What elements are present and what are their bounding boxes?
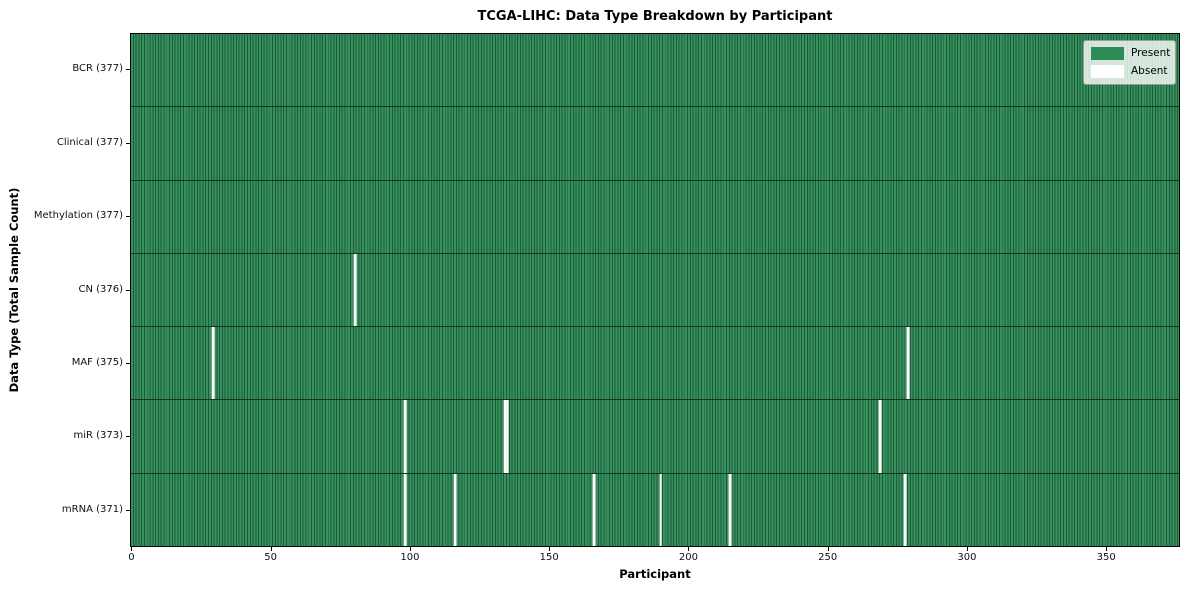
- y-tick-mark: [126, 362, 130, 364]
- y-tick-label: miR (373): [73, 430, 123, 442]
- absent-cell: [211, 327, 215, 400]
- absent-cell: [659, 473, 662, 546]
- heatmap-row-mRNA: [131, 473, 1179, 546]
- x-tick-label: 200: [678, 552, 698, 563]
- y-tick-mark: [126, 509, 130, 511]
- y-tick-label: MAF (375): [71, 356, 123, 368]
- x-tick-label: 0: [128, 552, 135, 563]
- x-tick-mark: [688, 547, 690, 551]
- absent-swatch: [1091, 65, 1124, 78]
- x-tick-label: 50: [264, 552, 277, 563]
- heatmap-row-miR: [131, 400, 1179, 474]
- x-axis-label: Participant: [619, 567, 691, 581]
- absent-cell: [353, 253, 357, 327]
- y-tick-mark: [126, 216, 130, 218]
- legend-item-absent: Absent: [1091, 65, 1168, 78]
- heatmap-row-Clinical: [131, 107, 1179, 181]
- y-tick-label: mRNA (371): [61, 503, 123, 515]
- x-tick-label: 350: [1096, 552, 1116, 563]
- present-swatch: [1091, 47, 1124, 60]
- absent-cell: [592, 473, 596, 546]
- y-tick-label: CN (376): [78, 283, 123, 295]
- absent-cell: [506, 400, 510, 473]
- x-tick-label: 250: [818, 552, 838, 563]
- y-tick-label: Methylation (377): [33, 210, 123, 222]
- legend-label-absent: Absent: [1131, 65, 1168, 77]
- absent-cell: [906, 327, 910, 400]
- y-tick-mark: [126, 289, 130, 291]
- y-tick-mark: [126, 142, 130, 144]
- x-tick-mark: [549, 547, 551, 551]
- y-tick-label: Clinical (377): [56, 136, 123, 148]
- x-tick-label: 300: [957, 552, 977, 563]
- x-tick-mark: [270, 547, 272, 551]
- heatmap-plot: [130, 33, 1180, 547]
- x-tick-mark: [966, 547, 968, 551]
- y-tick-label: BCR (377): [72, 63, 123, 75]
- absent-cell: [453, 473, 457, 546]
- heatmap-row-CN: [131, 253, 1179, 328]
- absent-cell: [878, 400, 882, 473]
- x-tick-mark: [1106, 547, 1108, 551]
- chart-title: TCGA-LIHC: Data Type Breakdown by Partic…: [477, 9, 833, 24]
- heatmap-row-Methylation: [131, 181, 1179, 254]
- x-tick-mark: [131, 547, 133, 551]
- absent-cell: [503, 400, 507, 473]
- absent-cell: [903, 473, 907, 546]
- absent-cell: [403, 473, 407, 546]
- absent-cell: [728, 473, 732, 546]
- legend-item-present: Present: [1091, 47, 1171, 60]
- y-tick-mark: [126, 436, 130, 438]
- x-tick-label: 150: [539, 552, 559, 563]
- absent-cell: [403, 400, 407, 473]
- legend-label-present: Present: [1131, 47, 1171, 59]
- x-tick-mark: [827, 547, 829, 551]
- x-tick-label: 100: [400, 552, 420, 563]
- y-tick-mark: [126, 69, 130, 71]
- legend: Present Absent: [1083, 40, 1176, 85]
- x-tick-mark: [409, 547, 411, 551]
- heatmap-row-MAF: [131, 327, 1179, 401]
- heatmap-row-BCR: [131, 34, 1179, 108]
